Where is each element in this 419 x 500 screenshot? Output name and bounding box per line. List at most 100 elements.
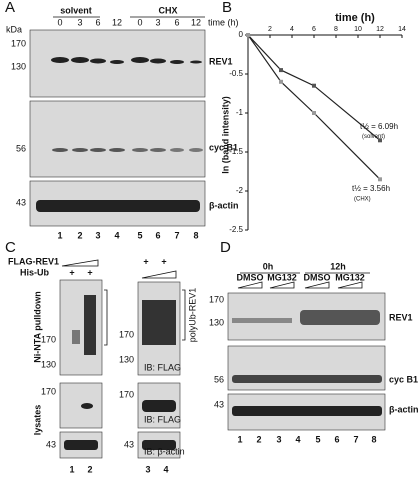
marker: 43 xyxy=(214,399,224,409)
label: β-actin xyxy=(389,404,419,414)
label: lysates xyxy=(32,405,42,436)
lane-number: 3 xyxy=(145,464,150,474)
annotation: t½ = 6.09h xyxy=(360,122,398,131)
label: 12 xyxy=(112,17,122,27)
marker: 43 xyxy=(124,439,134,449)
label: cyc B1 xyxy=(209,142,238,152)
lane-number: 1 xyxy=(57,230,62,240)
label: 12h xyxy=(330,261,346,271)
lane-number: 2 xyxy=(77,230,82,240)
annotation: t½ = 3.56h xyxy=(352,184,390,193)
annotation: (CHX) xyxy=(354,196,371,202)
label: REV1 xyxy=(209,56,233,66)
label: + xyxy=(69,267,74,277)
label: DMSO xyxy=(237,272,264,282)
x-tick-label: 4 xyxy=(290,26,294,33)
x-tick-label: 8 xyxy=(334,26,338,33)
data-point xyxy=(378,138,382,143)
panel-label: A xyxy=(5,0,15,16)
label: β-actin xyxy=(209,200,239,210)
data-point xyxy=(279,68,283,73)
panel-label: D xyxy=(220,239,231,256)
lane-number: 4 xyxy=(163,464,168,474)
label: 0h xyxy=(263,261,274,271)
data-point xyxy=(279,79,283,84)
label: + xyxy=(143,256,148,266)
lane-number: 8 xyxy=(371,434,376,444)
label: 6 xyxy=(95,17,100,27)
lane-number: 5 xyxy=(315,434,320,444)
label: CHX xyxy=(158,5,177,15)
x-tick-label: 14 xyxy=(398,26,406,33)
label: His-Ub xyxy=(20,267,50,277)
x-tick-label: 12 xyxy=(376,26,384,33)
label: FLAG-REV1 xyxy=(8,256,59,266)
label: + xyxy=(161,256,166,266)
marker: 130 xyxy=(11,61,26,71)
marker: 43 xyxy=(46,439,56,449)
lane-number: 6 xyxy=(334,434,339,444)
data-point xyxy=(246,33,250,37)
label: MG132 xyxy=(335,272,365,282)
lane-number: 5 xyxy=(137,230,142,240)
label: IB: FLAG xyxy=(144,414,181,424)
wedges xyxy=(53,16,370,346)
panel-label: B xyxy=(222,0,232,16)
label: 0 xyxy=(57,17,62,27)
lane-number: 8 xyxy=(193,230,198,240)
bands xyxy=(36,57,382,450)
lane-number: 1 xyxy=(237,434,242,444)
lane-number: 7 xyxy=(174,230,179,240)
label: solvent xyxy=(60,5,92,15)
lane-number: 3 xyxy=(95,230,100,240)
marker: 130 xyxy=(41,359,56,369)
series-line xyxy=(247,34,381,141)
lane-number: 1 xyxy=(69,464,74,474)
lane-number: 4 xyxy=(114,230,119,240)
series-line xyxy=(247,34,381,180)
lane-number: 7 xyxy=(353,434,358,444)
label: polyUb-REV1 xyxy=(187,288,197,343)
marker: 170 xyxy=(209,294,224,304)
label: 12 xyxy=(191,17,201,27)
label: Ni-NTA pulldown xyxy=(32,291,42,362)
lane-number: 3 xyxy=(276,434,281,444)
label: 3 xyxy=(77,17,82,27)
y-tick-label: -0.5 xyxy=(229,69,243,78)
label: IB: FLAG xyxy=(144,362,181,372)
label: + xyxy=(87,267,92,277)
label: IB: β-actin xyxy=(144,446,185,456)
marker: 170 xyxy=(41,386,56,396)
label: cyc B1 xyxy=(389,374,418,384)
marker: 170 xyxy=(119,389,134,399)
x-tick-label: 2 xyxy=(268,26,272,33)
lane-number: 6 xyxy=(155,230,160,240)
label: kDa xyxy=(6,24,22,34)
marker: 170 xyxy=(119,329,134,339)
label: DMSO xyxy=(304,272,331,282)
annotation: (solvent) xyxy=(362,134,385,140)
label: 3 xyxy=(155,17,160,27)
blots xyxy=(29,29,386,459)
label: MG132 xyxy=(267,272,297,282)
marker: 170 xyxy=(41,334,56,344)
y-axis-title: ln (band intensity) xyxy=(220,96,230,174)
panel-label: C xyxy=(5,239,16,256)
lane-number: 4 xyxy=(295,434,300,444)
label: 6 xyxy=(174,17,179,27)
x-tick-label: 10 xyxy=(354,26,362,33)
marker: 56 xyxy=(214,374,224,384)
y-tick-label: -2.5 xyxy=(229,225,243,234)
marker: 130 xyxy=(209,317,224,327)
marker: 170 xyxy=(11,38,26,48)
y-tick-label: -2 xyxy=(236,186,244,195)
y-tick-label: -1.5 xyxy=(229,147,243,156)
marker: 43 xyxy=(16,197,26,207)
marker: 130 xyxy=(119,354,134,364)
data-point xyxy=(378,177,382,182)
x-axis-title: time (h) xyxy=(335,12,375,24)
x-tick-label: 6 xyxy=(312,26,316,33)
